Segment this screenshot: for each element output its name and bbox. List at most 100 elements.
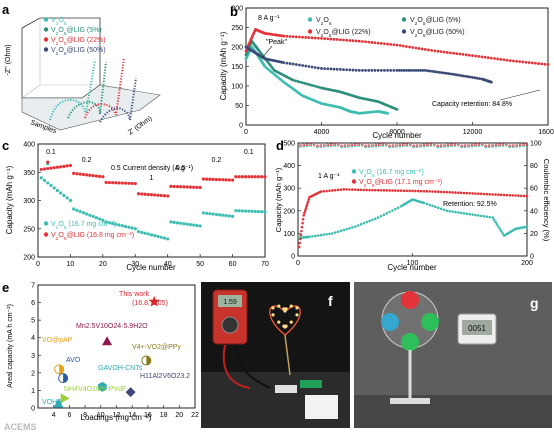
data-point-c <box>205 177 209 181</box>
data-point-b <box>310 83 314 87</box>
data-point-c <box>140 192 144 196</box>
data-point-c <box>130 181 134 186</box>
data-point-d <box>494 220 497 224</box>
led-dot <box>271 306 275 310</box>
data-point-b <box>454 73 458 77</box>
c-xtick-label: 20 <box>99 261 107 268</box>
d-ytick-label: 400 <box>283 163 295 170</box>
data-point-c <box>81 172 85 177</box>
data-point-b <box>433 70 437 74</box>
data-point-b <box>304 36 308 39</box>
stand-base <box>390 398 430 404</box>
data-point-c <box>136 192 141 196</box>
rate-title-c: Current density (A g⁻¹) <box>123 165 193 172</box>
d-y2tick-label: 60 <box>530 186 538 193</box>
ce-point-d <box>333 143 336 146</box>
ce-point-d <box>511 144 515 147</box>
data-point-b <box>317 85 321 89</box>
ce-point-d <box>384 143 388 147</box>
data-point-b <box>364 69 367 72</box>
data-point-d <box>442 190 446 194</box>
data-point-b <box>530 61 534 65</box>
data-point-c <box>117 223 121 227</box>
data-point-b <box>373 41 377 45</box>
data-point-c <box>123 181 128 185</box>
fan-blade-red <box>401 291 419 309</box>
data-point-b <box>379 42 383 45</box>
data-point-c <box>149 233 154 237</box>
b-xtick-label: 4000 <box>314 129 330 136</box>
data-point-c <box>130 226 134 230</box>
data-point-c <box>55 188 60 193</box>
point-label-vo-pap: VO@pAP <box>42 337 73 344</box>
ce-point-d <box>501 144 505 147</box>
data-point-b <box>379 69 383 72</box>
e-ytick-label: 5 <box>31 318 35 325</box>
ce-point-d <box>467 143 470 147</box>
data-point-d <box>485 192 489 196</box>
data-point-c <box>192 223 196 227</box>
data-point-c <box>234 209 238 213</box>
d-ytick-label: 0 <box>291 254 295 261</box>
ce-point-d <box>350 144 354 148</box>
rate-annotation-b: 8 A g⁻¹ <box>258 15 280 22</box>
axis-label-y-e: Areal capacity (mA h cm⁻²) <box>7 304 14 388</box>
ce-point-d <box>309 143 312 146</box>
data-point-d <box>471 192 474 195</box>
d-y2tick-label: 40 <box>530 208 538 215</box>
data-point-b <box>543 62 547 66</box>
data-point-b <box>296 80 300 83</box>
data-point-d <box>365 220 369 224</box>
ce-point-d <box>470 143 474 147</box>
data-point-d <box>479 214 483 218</box>
data-point-b <box>486 56 490 60</box>
ce-point-d <box>426 143 429 146</box>
ce-point-d <box>432 142 436 146</box>
b-ytick-label: 300 <box>231 6 243 13</box>
data-point-d <box>325 232 328 236</box>
data-point-c <box>85 212 89 216</box>
data-point-b <box>464 74 467 78</box>
data-point-b <box>515 59 518 63</box>
data-point-b <box>405 69 408 72</box>
data-point-d <box>331 232 334 235</box>
ce-point-d <box>391 144 395 147</box>
data-point-b <box>313 36 317 40</box>
axis-label-x-b: Cycle number <box>372 131 422 140</box>
data-point-c <box>218 213 222 217</box>
red-wire <box>222 344 251 389</box>
data-point-b <box>546 63 550 66</box>
data-point-d <box>356 188 360 192</box>
data-point-d <box>399 189 403 192</box>
panel-b-cycling: b 0400080001200016000050100150200250300 … <box>219 4 554 140</box>
data-point-b <box>335 38 339 41</box>
ce-point-d <box>398 144 402 148</box>
data-point-b <box>320 67 323 70</box>
ce-point-d <box>353 143 357 146</box>
legend-label-d: V2O5@LIG (17.1 mg cm⁻²) <box>359 179 442 189</box>
c-xtick-label: 30 <box>131 261 139 268</box>
data-point-b <box>367 69 371 72</box>
ce-point-d <box>453 144 457 147</box>
data-point-c <box>101 175 105 179</box>
legend-marker-d <box>351 179 357 184</box>
axis-label-x: Z' (Ohm) <box>127 115 153 136</box>
legend-label-a: V2O5@LIG (22%) <box>51 37 106 47</box>
data-point-b <box>370 41 374 44</box>
e-xtick-label: 6 <box>67 412 71 419</box>
ce-point-d <box>419 143 422 147</box>
data-point-c <box>117 181 121 185</box>
ce-point-d <box>463 144 467 147</box>
ce-point-d <box>491 145 494 148</box>
ce-point-d <box>360 142 364 146</box>
data-point-b <box>310 65 314 69</box>
marker-hexagon <box>98 381 107 392</box>
e-xtick-label: 18 <box>160 412 168 419</box>
data-point-b <box>326 67 330 71</box>
data-point-b <box>466 75 470 79</box>
data-point-d <box>306 200 310 204</box>
data-point-c <box>52 166 56 170</box>
peak-arrow-b <box>261 45 273 59</box>
data-point-b <box>430 69 434 73</box>
d-y2tick-label: 80 <box>530 163 538 170</box>
